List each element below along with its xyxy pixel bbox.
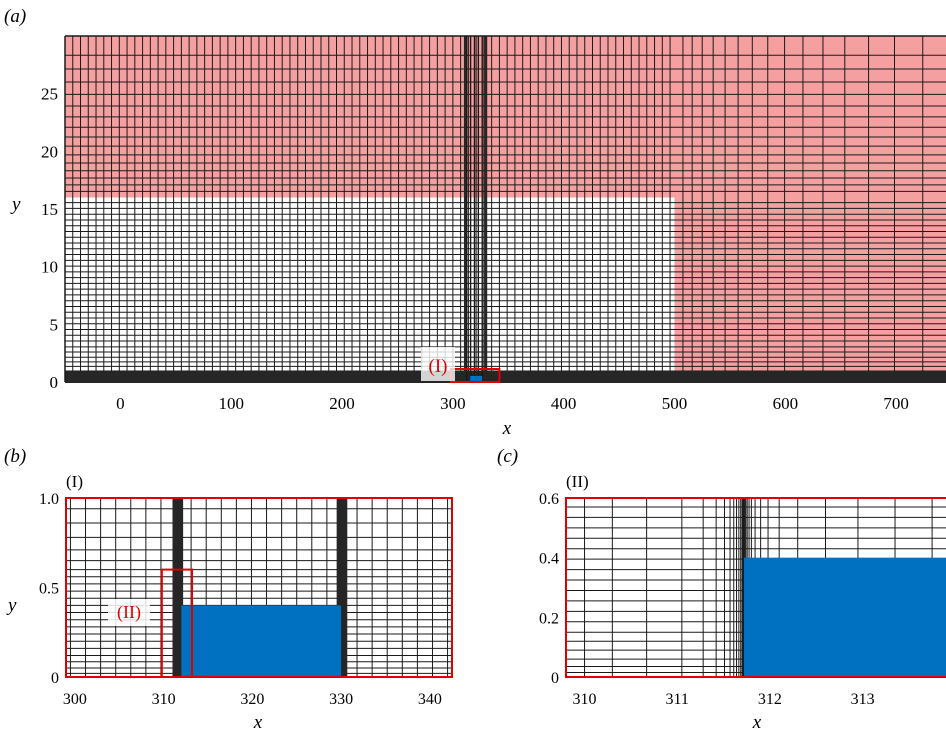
obstacle-block	[181, 605, 342, 677]
panel-c-label: (c)	[497, 446, 518, 467]
obstacle-block	[470, 376, 483, 381]
x-tick-label: 600	[773, 394, 799, 413]
panel-frame-i	[65, 497, 453, 678]
panel-b-label: (b)	[4, 446, 26, 467]
inset-label-bg-ii	[108, 599, 150, 626]
panel-frame-ii	[565, 497, 946, 678]
panel-c-overlays	[565, 497, 946, 678]
panel-a-xlabel: x	[502, 418, 512, 439]
y-tick-label: 0.4	[539, 551, 559, 568]
x-tick-label: 700	[883, 394, 909, 413]
panel-c-mesh: 310 311 312 313 0 0.2 0.4 0.6	[539, 491, 946, 708]
panel-b-overlays	[65, 497, 453, 678]
refined-mesh-column	[172, 498, 184, 677]
y-tick-label: 25	[41, 85, 58, 104]
panel-a-label: (a)	[4, 6, 26, 27]
mesh-grid-lines	[64, 35, 946, 383]
x-tick-label: 300	[440, 394, 466, 413]
refined-mesh-column	[463, 36, 467, 382]
panel-c-ticks: 310 311 312 313 0 0.2 0.4 0.6	[539, 491, 875, 708]
y-tick-label: 0	[50, 373, 59, 392]
x-tick-label: 300	[63, 691, 87, 708]
x-tick-label: 340	[418, 691, 442, 708]
refined-mesh-column	[484, 36, 488, 382]
panel-c-xlabel: x	[752, 712, 762, 733]
x-tick-label: 312	[758, 691, 782, 708]
panel-b-xlabel: x	[253, 712, 263, 733]
highlight-box-ii	[160, 568, 194, 678]
y-tick-label: 10	[41, 258, 58, 277]
y-tick-label: 15	[41, 200, 58, 219]
x-tick-label: 330	[329, 691, 353, 708]
panel-b-mesh: 300 310 320 330 340 0 0.5 1.0	[39, 491, 453, 708]
y-tick-label: 0.2	[539, 610, 559, 627]
refined-mesh-column	[336, 498, 348, 677]
panel-a-mesh: 0 100 200 300 400 500 600 700 0 5 10 15 20 25	[41, 35, 946, 413]
y-tick-label: 0.6	[539, 491, 559, 508]
x-tick-label: 100	[218, 394, 244, 413]
y-tick-label: 0.5	[39, 581, 59, 598]
inset-label-i: (I)	[429, 356, 448, 377]
y-tick-label: 1.0	[39, 491, 59, 508]
y-tick-label: 5	[50, 315, 59, 334]
panel-b-ticks: 300 310 320 330 340 0 0.5 1.0	[39, 491, 442, 708]
y-tick-label: 0	[551, 670, 559, 687]
x-tick-label: 0	[116, 394, 125, 413]
panel-b-ylabel: y	[6, 595, 17, 616]
y-tick-label: 0	[51, 670, 59, 687]
inset-label-bg-i	[421, 347, 455, 381]
panel-a-ticks: 0 100 200 300 400 500 600 700 0 5 10 15 20 25	[41, 85, 909, 413]
x-tick-label: 200	[329, 394, 355, 413]
y-tick-label: 20	[41, 142, 58, 161]
panel-a-ylabel: y	[10, 194, 21, 215]
panel-b-title: (I)	[66, 472, 83, 491]
panel-c-title: (II)	[566, 472, 589, 491]
x-tick-label: 320	[240, 691, 264, 708]
x-tick-label: 313	[851, 691, 875, 708]
x-tick-label: 310	[152, 691, 176, 708]
x-tick-label: 400	[551, 394, 577, 413]
sponge-layer	[674, 197, 946, 382]
boundary-layer-band	[65, 371, 946, 383]
obstacle-block	[743, 557, 946, 677]
x-tick-label: 500	[662, 394, 688, 413]
x-tick-label: 310	[573, 691, 597, 708]
inset-label-ii: (II)	[117, 602, 141, 623]
x-tick-label: 311	[666, 691, 689, 708]
